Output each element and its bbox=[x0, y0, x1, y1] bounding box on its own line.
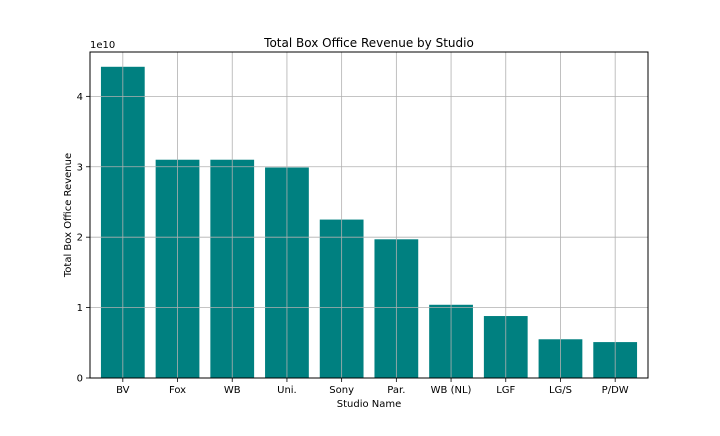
plot-frame bbox=[89, 51, 649, 379]
bar-layer bbox=[100, 66, 638, 378]
x-tick-label: Uni. bbox=[277, 385, 297, 396]
x-tick-label: Sony bbox=[329, 385, 354, 396]
x-tick-label: LGF bbox=[496, 385, 515, 396]
chart-title: Total Box Office Revenue by Studio bbox=[263, 36, 474, 50]
x-axis-label: Studio Name bbox=[337, 399, 402, 410]
x-tick-label: LG/S bbox=[549, 385, 572, 396]
y-axis-multiplier: 1e10 bbox=[90, 40, 115, 51]
y-tick-label: 1 bbox=[77, 303, 83, 314]
x-tick-label: P/DW bbox=[602, 385, 629, 396]
axis-layer: 0 1 2 3 4 BV Fox WB Uni. Sony Par. WB (NL) LGF LG/S P/… bbox=[77, 92, 629, 396]
x-tick-label: WB (NL) bbox=[431, 385, 472, 396]
y-tick-label: 4 bbox=[77, 92, 83, 103]
y-tick-label: 2 bbox=[77, 233, 83, 244]
y-tick-label: 0 bbox=[77, 374, 83, 385]
x-tick-label: WB bbox=[224, 385, 241, 396]
x-tick-label: Par. bbox=[387, 385, 405, 396]
y-tick-label: 3 bbox=[77, 162, 83, 173]
x-tick-label: Fox bbox=[169, 385, 186, 396]
x-tick-label: BV bbox=[116, 385, 130, 396]
y-axis-label: Total Box Office Revenue bbox=[63, 153, 74, 278]
